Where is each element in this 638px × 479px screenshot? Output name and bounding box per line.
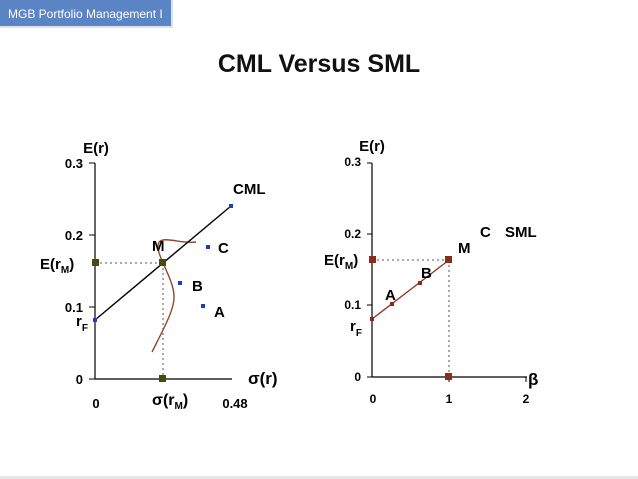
cml-m-point bbox=[159, 259, 166, 266]
sml-xtick-label-1: 1 bbox=[446, 392, 453, 406]
sml-ytick-label-0.1: 0.1 bbox=[344, 298, 361, 312]
slide-title: CML Versus SML bbox=[217, 50, 421, 78]
cml-sigma-m-label: σ(rM) bbox=[152, 392, 188, 412]
cml-a-label: A bbox=[214, 304, 225, 321]
sml-m-point bbox=[445, 256, 452, 263]
sml-chart: E(r) 0.3 0.2 0.1 0 0 1 2 β C SML M B A E… bbox=[324, 138, 538, 406]
cml-xtick-label-0: 0 bbox=[92, 396, 99, 411]
cml-label: CML bbox=[233, 181, 266, 198]
sml-a-point bbox=[390, 302, 394, 306]
sml-er-m-label: E(rM) bbox=[324, 252, 358, 272]
sml-ylabel: E(r) bbox=[359, 138, 385, 155]
cml-end-point bbox=[229, 204, 233, 208]
cml-c-label: C bbox=[218, 240, 229, 257]
cml-ytick-label-0: 0 bbox=[76, 372, 83, 387]
cml-ylabel: E(r) bbox=[83, 140, 109, 157]
cml-sigma-m-marker bbox=[159, 375, 166, 382]
cml-m-label: M bbox=[152, 238, 165, 255]
cml-b-label: B bbox=[192, 278, 203, 295]
sml-line bbox=[371, 259, 450, 320]
sml-ytick-label-0: 0 bbox=[354, 370, 361, 384]
cml-xtick-label-0.48: 0.48 bbox=[222, 396, 247, 411]
cml-ytick-label-0.2: 0.2 bbox=[65, 228, 83, 243]
cml-ytick-label-0.1: 0.1 bbox=[65, 300, 83, 315]
header-tag: MGB Portfolio Management I bbox=[0, 0, 173, 28]
sml-ytick-label-0.3: 0.3 bbox=[344, 155, 361, 169]
efficient-frontier-curve bbox=[151, 239, 197, 353]
sml-xlabel: β bbox=[528, 370, 538, 389]
cml-er-m-label: E(rM) bbox=[40, 256, 74, 276]
sml-b-point bbox=[418, 281, 422, 285]
sml-m-label: M bbox=[458, 240, 471, 257]
cml-xlabel: σ(r) bbox=[248, 369, 278, 388]
sml-rf-label: rF bbox=[350, 318, 362, 339]
sml-xtick-label-2: 2 bbox=[523, 392, 530, 406]
cml-rf-label: rF bbox=[76, 313, 88, 334]
sml-b-label: B bbox=[421, 265, 432, 282]
sml-er-m-marker bbox=[369, 256, 376, 263]
sml-rf-point bbox=[370, 317, 374, 321]
sml-xtick-label-0: 0 bbox=[370, 392, 377, 406]
cml-er-m-marker bbox=[92, 259, 99, 266]
cml-rf-point bbox=[93, 318, 97, 322]
sml-ytick-label-0.2: 0.2 bbox=[344, 227, 361, 241]
cml-chart: E(r) 0.3 0.2 0.1 0 0 0.48 σ(r) CML M C B… bbox=[40, 140, 278, 412]
cml-ytick-label-0.3: 0.3 bbox=[65, 156, 83, 171]
sml-c-label: C bbox=[480, 224, 491, 241]
bottom-divider bbox=[0, 476, 638, 479]
sml-label: SML bbox=[505, 224, 537, 241]
cml-a-point bbox=[201, 304, 205, 308]
sml-a-label: A bbox=[385, 287, 396, 304]
sml-beta-m-marker bbox=[445, 373, 452, 380]
cml-c-point bbox=[206, 245, 210, 249]
cml-b-point bbox=[178, 281, 182, 285]
